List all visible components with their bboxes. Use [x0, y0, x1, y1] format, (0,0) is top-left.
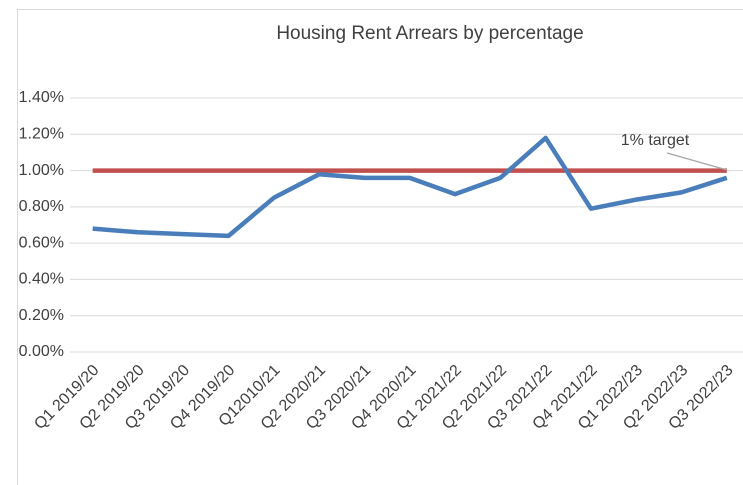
y-tick-label: 0.40% — [19, 271, 64, 288]
y-tick-label: 1.20% — [19, 126, 64, 143]
y-tick-label: 1.40% — [19, 89, 64, 106]
annotation-leader — [666, 152, 728, 171]
y-tick-label: 0.60% — [19, 234, 64, 251]
y-tick-label: 0.20% — [19, 307, 64, 324]
y-tick-label: 0.00% — [19, 343, 64, 360]
y-tick-label: 0.80% — [19, 198, 64, 215]
chart-title: Housing Rent Arrears by percentage — [276, 23, 583, 44]
chart-border — [17, 9, 743, 485]
y-tick-label: 1.00% — [19, 162, 64, 179]
series-line — [92, 135, 728, 239]
annotation: 1% target — [621, 132, 690, 149]
